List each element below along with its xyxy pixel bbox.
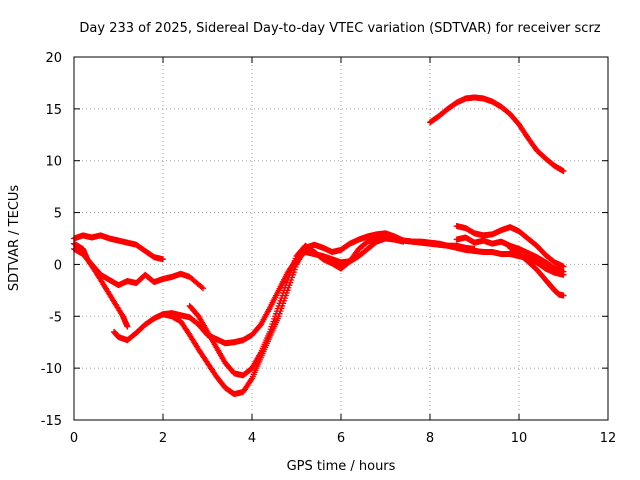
series-arc-h [453, 223, 567, 270]
x-tick-label: 6 [337, 431, 345, 446]
y-tick-label: 20 [45, 51, 62, 66]
y-tick-label: 5 [54, 207, 62, 222]
plot-frame [73, 56, 609, 421]
y-tick-label: 15 [45, 103, 62, 118]
x-axis-label: GPS time / hours [287, 459, 396, 474]
data-point [560, 292, 567, 299]
x-tick-label: 0 [70, 431, 78, 446]
data-point [160, 256, 166, 263]
data-point [200, 285, 207, 292]
data-point [560, 268, 567, 275]
data-point [560, 168, 567, 175]
x-tick-label: 12 [600, 431, 617, 446]
y-tick-label: 10 [45, 155, 62, 170]
y-tick-label: -15 [41, 414, 62, 429]
data-point [248, 376, 255, 383]
x-tick-label: 10 [511, 431, 528, 446]
x-tick-label: 4 [248, 431, 256, 446]
x-tick-label: 2 [159, 431, 167, 446]
y-tick-label: -5 [49, 310, 62, 325]
y-tick-label: -10 [41, 362, 62, 377]
series-arc-c [71, 240, 131, 330]
data-layer [71, 94, 567, 398]
series-arc-a [71, 232, 166, 263]
data-point [560, 263, 567, 270]
data-point [198, 284, 205, 291]
x-tick-label: 8 [426, 431, 434, 446]
data-point [124, 323, 131, 330]
y-axis-label: SDTVAR / TECUs [7, 185, 22, 292]
series-arc-f [186, 234, 567, 379]
series-arc-d [111, 235, 407, 347]
series-arc-i [453, 234, 567, 275]
y-tick-label: 0 [54, 258, 62, 273]
chart-title: Day 233 of 2025, Sidereal Day-to-day VTE… [79, 21, 600, 36]
series-arc-g [427, 94, 567, 175]
series-arc-j [507, 244, 567, 299]
